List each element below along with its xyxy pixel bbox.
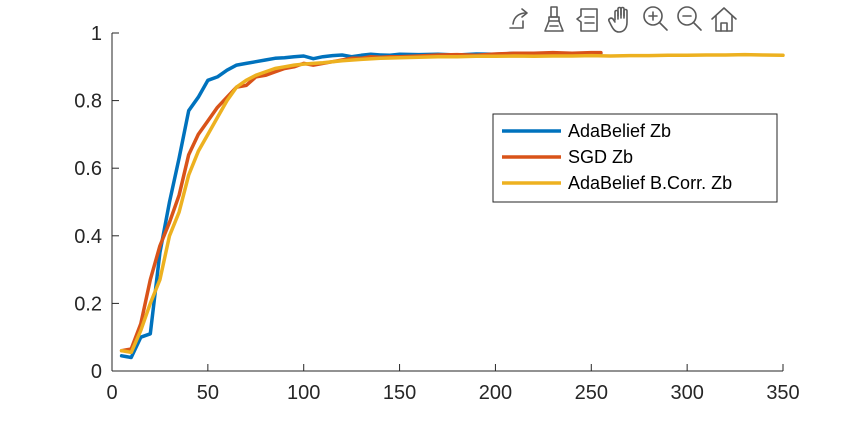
y-tick-label: 0.4 <box>74 226 102 248</box>
toolbar[interactable] <box>505 4 739 34</box>
legend-label: AdaBelief Zb <box>568 121 671 141</box>
y-tick-label: 0.2 <box>74 293 102 315</box>
pan-hand-icon[interactable] <box>607 4 637 34</box>
series-layer <box>119 50 785 360</box>
brush-icon[interactable] <box>539 4 569 34</box>
export-icon[interactable] <box>505 4 535 34</box>
x-tick-label: 300 <box>670 382 703 404</box>
series-line-3 <box>119 52 785 355</box>
axes-box <box>111 33 783 372</box>
datatip-icon[interactable] <box>573 4 603 34</box>
x-tick-label: 150 <box>383 382 416 404</box>
zoom-in-icon[interactable] <box>641 4 671 34</box>
home-icon[interactable] <box>709 4 739 34</box>
tick-layer: 0 50 100 150 200 250 300 350 0 0.2 0.4 0.6 0.8 1 <box>74 23 800 404</box>
legend-label: SGD Zb <box>568 147 633 167</box>
x-tick-label: 200 <box>479 382 512 404</box>
x-tick-label: 50 <box>197 382 219 404</box>
x-tick-label: 250 <box>575 382 608 404</box>
x-tick-label: 0 <box>106 382 117 404</box>
y-tick-label: 0.6 <box>74 158 102 180</box>
x-tick-label: 100 <box>287 382 320 404</box>
legend-entries: AdaBelief Zb SGD Zb AdaBelief B.Corr. Zb <box>502 121 732 193</box>
zoom-out-icon[interactable] <box>675 4 705 34</box>
legend-label: AdaBelief B.Corr. Zb <box>568 173 732 193</box>
y-tick-label: 0 <box>91 361 102 383</box>
x-tick-label: 350 <box>766 382 799 404</box>
legend: AdaBelief Zb SGD Zb AdaBelief B.Corr. Zb <box>492 113 778 203</box>
y-tick-label: 0.8 <box>74 91 102 113</box>
y-tick-label: 1 <box>91 23 102 45</box>
